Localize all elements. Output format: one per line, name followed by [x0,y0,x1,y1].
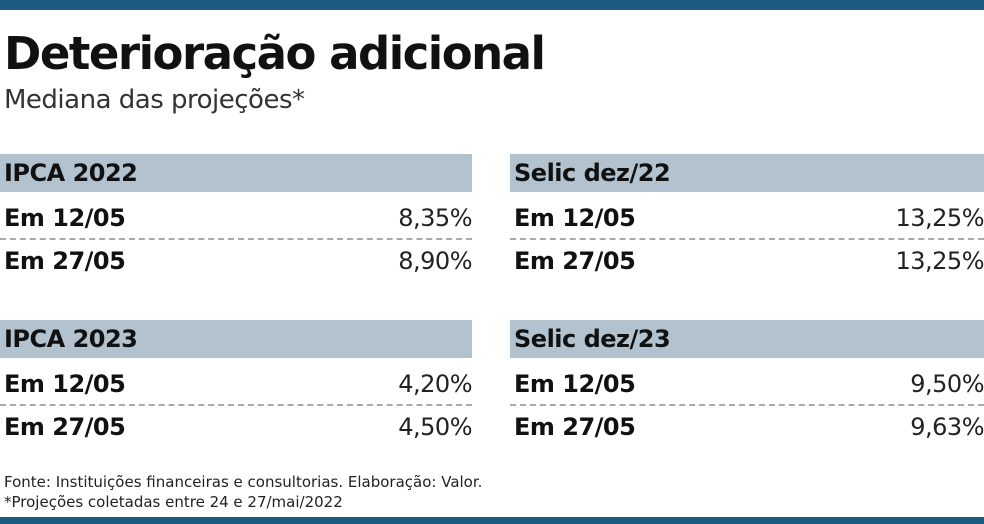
table-title: Selic dez/22 [514,159,671,187]
table-title: IPCA 2023 [4,325,138,353]
table-row: Em 12/05 9,50% [510,364,984,406]
table-row: Em 12/05 13,25% [510,198,984,240]
row-label: Em 12/05 [4,204,126,232]
table-header: IPCA 2023 [0,320,472,358]
row-value: 9,50% [910,370,984,398]
table-header: Selic dez/22 [510,154,984,192]
table-header: IPCA 2022 [0,154,472,192]
row-value: 8,35% [398,204,472,232]
row-value: 9,63% [910,413,984,441]
top-accent-rule [0,0,984,10]
table-title: Selic dez/23 [514,325,671,353]
row-value: 13,25% [895,247,984,275]
footnote: *Projeções coletadas entre 24 e 27/mai/2… [4,493,343,511]
table-row: Em 27/05 8,90% [0,240,472,282]
row-label: Em 27/05 [514,247,636,275]
row-value: 8,90% [398,247,472,275]
row-label: Em 12/05 [514,204,636,232]
footer-notes: Fonte: Instituições financeiras e consul… [4,472,482,512]
table-ipca-2022: IPCA 2022 Em 12/05 8,35% Em 27/05 8,90% [0,154,472,282]
table-selic-dez-23: Selic dez/23 Em 12/05 9,50% Em 27/05 9,6… [510,320,984,448]
row-value: 13,25% [895,204,984,232]
row-label: Em 27/05 [4,247,126,275]
row-label: Em 12/05 [514,370,636,398]
table-row: Em 27/05 9,63% [510,406,984,448]
page-subtitle: Mediana das projeções* [4,85,305,115]
table-row: Em 27/05 13,25% [510,240,984,282]
row-label: Em 27/05 [4,413,126,441]
table-title: IPCA 2022 [4,159,138,187]
source-note: Fonte: Instituições financeiras e consul… [4,473,483,491]
table-ipca-2023: IPCA 2023 Em 12/05 4,20% Em 27/05 4,50% [0,320,472,448]
table-row: Em 12/05 8,35% [0,198,472,240]
bottom-accent-rule [0,517,984,524]
page-title: Deterioração adicional [4,27,546,80]
table-row: Em 12/05 4,20% [0,364,472,406]
row-label: Em 27/05 [514,413,636,441]
table-header: Selic dez/23 [510,320,984,358]
row-label: Em 12/05 [4,370,126,398]
table-selic-dez-22: Selic dez/22 Em 12/05 13,25% Em 27/05 13… [510,154,984,282]
row-value: 4,50% [398,413,472,441]
table-row: Em 27/05 4,50% [0,406,472,448]
row-value: 4,20% [398,370,472,398]
